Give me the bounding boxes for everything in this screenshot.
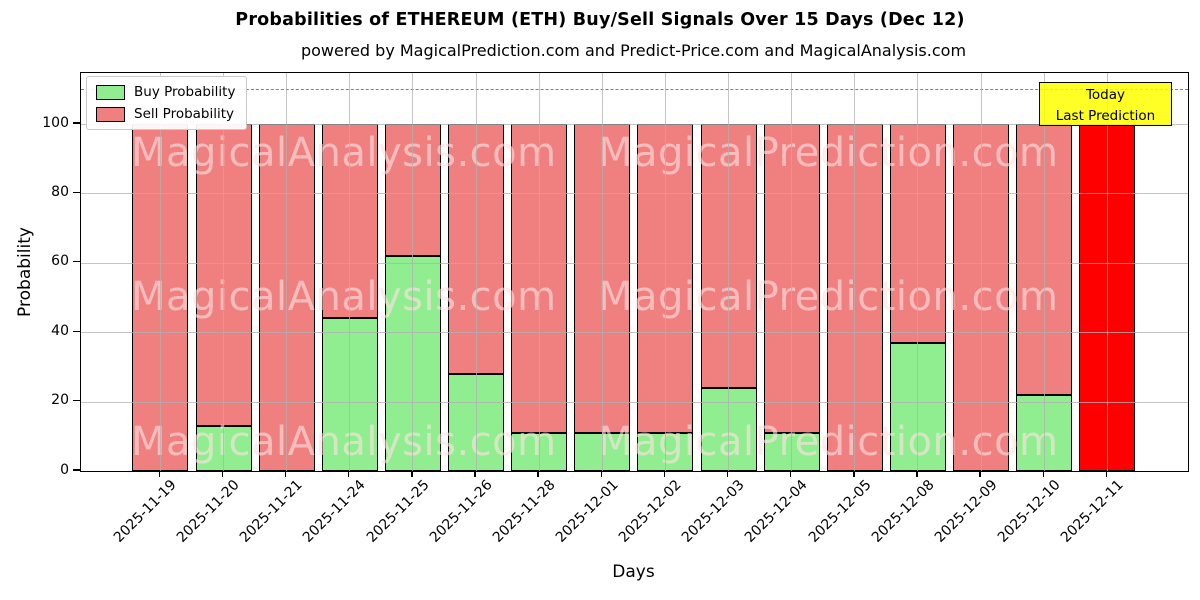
today-annotation-line2: Last Prediction xyxy=(1055,108,1156,124)
bar-segment-sell xyxy=(511,124,568,433)
x-tick-label: 2025-11-25 xyxy=(363,477,433,546)
x-tick-label: 2025-12-03 xyxy=(679,477,748,546)
bar-segment-buy xyxy=(889,342,946,471)
bar-segment-buy xyxy=(763,432,820,471)
x-tick-label: 2025-12-01 xyxy=(552,477,622,546)
x-tickmark xyxy=(1105,471,1108,477)
bar-segment-sell xyxy=(448,124,505,374)
x-tick-label: 2025-12-05 xyxy=(805,477,875,546)
y-axis-label: Probability xyxy=(15,227,35,317)
bar-segment-sell xyxy=(700,124,757,388)
x-tickmark xyxy=(537,471,539,477)
x-tickmark xyxy=(474,471,476,477)
x-tick-label: 2025-12-11 xyxy=(1057,477,1127,546)
x-tickmark xyxy=(411,471,413,477)
x-tick-label: 2025-11-28 xyxy=(489,477,559,546)
plot-area: Buy Probability Sell Probability Today L… xyxy=(80,72,1189,472)
x-tick-label: 2025-12-10 xyxy=(994,477,1064,546)
bar-segment-buy xyxy=(511,432,568,471)
legend: Buy Probability Sell Probability xyxy=(86,76,248,130)
x-tickmark xyxy=(979,471,981,477)
x-tickmark xyxy=(916,471,918,477)
bar-segment-buy xyxy=(574,432,631,471)
x-tickmark xyxy=(790,471,792,477)
bar-segment-sell xyxy=(132,124,189,471)
y-tick-label: 60 xyxy=(51,253,69,270)
today-annotation: Today Last Prediction xyxy=(1039,82,1172,126)
chart-subtitle: powered by MagicalPrediction.com and Pre… xyxy=(300,41,967,60)
bar-segment-sell xyxy=(384,124,441,256)
legend-label-buy: Buy Probability xyxy=(134,84,236,100)
x-tickmark xyxy=(1042,471,1044,477)
y-tickmark xyxy=(73,330,80,332)
x-tick-label: 2025-11-19 xyxy=(110,477,180,546)
x-tickmark xyxy=(663,471,666,477)
y-tickmark xyxy=(73,122,80,124)
bar-segment-buy xyxy=(700,387,757,471)
bar-segment-sell xyxy=(1016,124,1073,395)
legend-item-sell: Sell Probability xyxy=(96,106,235,122)
y-tick-label: 100 xyxy=(42,114,69,131)
x-tickmark xyxy=(600,471,603,477)
bar-segment-sell xyxy=(889,124,946,343)
dashed-threshold-line xyxy=(81,89,1188,91)
y-tick-label: 80 xyxy=(51,183,69,200)
x-tickmark xyxy=(726,471,729,477)
x-tickmark xyxy=(284,471,287,477)
x-tick-label: 2025-12-09 xyxy=(931,477,1001,546)
bar-segment-buy xyxy=(448,373,505,471)
x-tick-label: 2025-12-02 xyxy=(615,477,685,546)
x-tickmark xyxy=(853,471,855,477)
x-tick-label: 2025-11-26 xyxy=(426,477,496,546)
legend-swatch-sell-icon xyxy=(96,106,125,122)
legend-swatch-buy-icon xyxy=(96,84,125,100)
bar-segment-sell xyxy=(195,124,252,426)
bar-segment-sell xyxy=(763,124,820,433)
y-tick-label: 20 xyxy=(51,392,69,409)
bar-segment-sell xyxy=(826,124,883,471)
bar-segment-buy xyxy=(384,255,441,471)
x-tickmark xyxy=(158,471,161,477)
bar-segment-sell xyxy=(321,124,378,319)
bar-segment-sell xyxy=(574,124,631,433)
bar-segment-buy xyxy=(637,432,694,471)
bar-segment-buy xyxy=(321,318,378,471)
x-tickmark xyxy=(221,471,224,477)
y-tickmark xyxy=(73,469,80,471)
chart-title: Probabilities of ETHEREUM (ETH) Buy/Sell… xyxy=(235,10,965,30)
x-tick-label: 2025-12-04 xyxy=(742,477,812,546)
x-tick-label: 2025-12-08 xyxy=(868,477,938,546)
x-axis-label: Days xyxy=(612,562,655,582)
y-tickmark xyxy=(73,261,80,263)
bar-segment-buy xyxy=(195,425,252,471)
y-tickmark xyxy=(73,399,80,402)
bar-segment-sell xyxy=(637,124,694,433)
y-tick-label: 40 xyxy=(51,322,69,339)
legend-item-buy: Buy Probability xyxy=(96,84,235,100)
bar-segment-buy xyxy=(1016,394,1073,471)
today-annotation-line1: Today xyxy=(1085,87,1126,103)
legend-label-sell: Sell Probability xyxy=(134,106,235,122)
x-tick-label: 2025-11-24 xyxy=(300,477,370,546)
x-tick-label: 2025-11-20 xyxy=(174,477,243,546)
bar-segment-sell xyxy=(953,124,1010,471)
y-tick-label: 0 xyxy=(60,461,69,478)
y-tickmark xyxy=(73,191,80,194)
bar-segment-sell xyxy=(258,124,315,471)
x-tick-label: 2025-11-21 xyxy=(237,477,306,546)
bar-segment-today xyxy=(1079,124,1136,471)
x-tickmark xyxy=(348,471,350,477)
